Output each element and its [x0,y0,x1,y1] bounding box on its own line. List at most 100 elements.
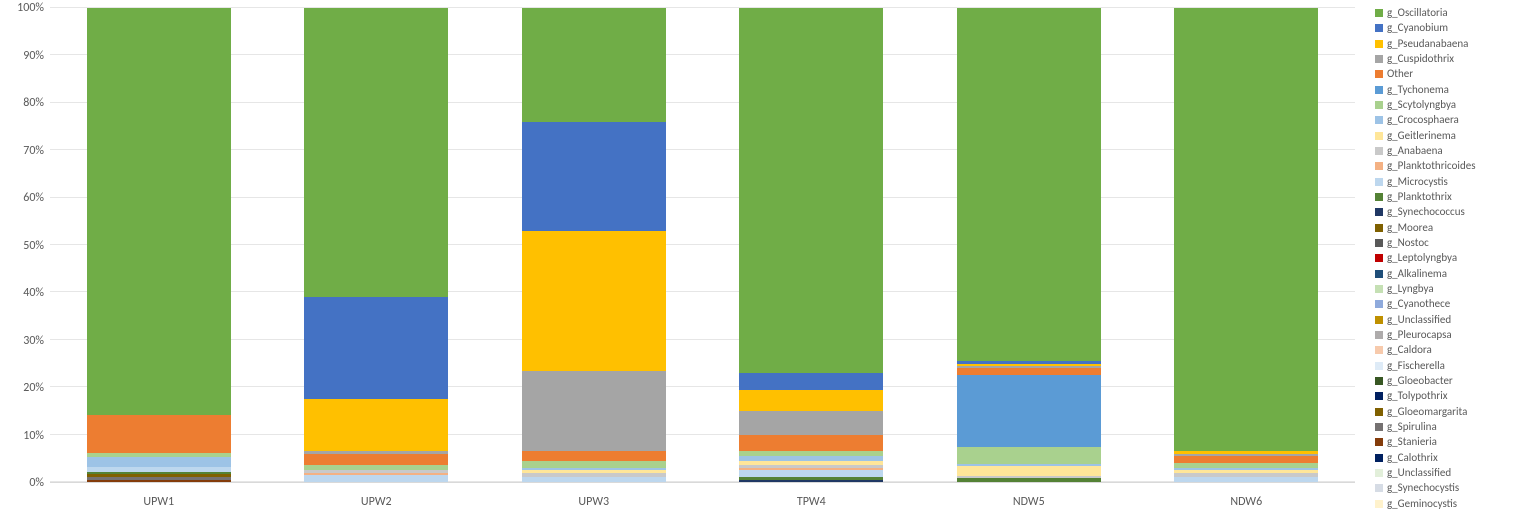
legend-label: g_Tolypothrix [1387,389,1448,403]
segment-Other [87,415,231,453]
legend-item: g_Cuspidothrix [1375,52,1509,66]
legend-swatch [1375,346,1383,354]
segment-g_Scytolyngbya [957,447,1101,464]
legend-swatch [1375,147,1383,155]
y-tick-label: 0% [0,476,44,490]
legend-item: g_Geminocystis [1375,497,1509,511]
legend-swatch [1375,132,1383,140]
legend-item: g_Crocosphaera [1375,113,1509,127]
legend: g_Oscillatoriag_Cyanobiumg_Pseudanabaena… [1367,0,1513,517]
segment-g_Oscillatoria [739,8,883,373]
legend-label: g_Gloeobacter [1387,374,1453,388]
legend-label: g_Planktothricoides [1387,159,1476,173]
segment-g_Oscillatoria [87,8,231,415]
segment-g_Scytolyngbya [522,461,666,468]
legend-swatch [1375,101,1383,109]
segment-g_Microcystis [1174,477,1318,482]
segment-g_Cyanobium [522,122,666,231]
y-tick-label: 50% [0,239,44,253]
legend-label: g_Scytolyngbya [1387,98,1456,112]
legend-label: g_Tychonema [1387,83,1449,97]
legend-label: g_Crocosphaera [1387,113,1459,127]
legend-label: g_Pleurocapsa [1387,328,1452,342]
legend-item: g_Cyanothece [1375,297,1509,311]
plot-area [50,8,1355,483]
legend-swatch [1375,469,1383,477]
segment-g_Oscillatoria [522,8,666,122]
legend-label: g_Planktothrix [1387,190,1452,204]
legend-item: g_Oscillatoria [1375,6,1509,20]
legend-swatch [1375,254,1383,262]
legend-swatch [1375,270,1383,278]
legend-item: g_Spirulina [1375,420,1509,434]
legend-item: Other [1375,67,1509,81]
legend-item: g_Fischerella [1375,359,1509,373]
legend-label: g_Fischerella [1387,359,1445,373]
bar-UPW3 [522,8,666,482]
legend-label: g_Alkalinema [1387,267,1447,281]
legend-label: g_Unclassified [1387,313,1451,327]
bar-UPW2 [304,8,448,482]
legend-item: g_Calothrix [1375,451,1509,465]
segment-g_Microcystis [304,475,448,482]
legend-swatch [1375,162,1383,170]
y-tick-label: 100% [0,1,44,15]
legend-swatch [1375,392,1383,400]
legend-item: g_Anabaena [1375,144,1509,158]
legend-label: g_Caldora [1387,343,1432,357]
legend-swatch [1375,454,1383,462]
legend-item: g_Planktothrix [1375,190,1509,204]
chart-area: 0%10%20%30%40%50%60%70%80%90%100% UPW1UP… [0,0,1367,517]
legend-item: g_Tychonema [1375,83,1509,97]
legend-label: g_Synechococcus [1387,205,1465,219]
legend-swatch [1375,239,1383,247]
legend-swatch [1375,362,1383,370]
stacked-bar-chart: 0%10%20%30%40%50%60%70%80%90%100% UPW1UP… [0,0,1513,517]
bar-slot [703,8,921,482]
legend-label: g_Moorea [1387,221,1433,235]
legend-item: g_Leptolyngbya [1375,251,1509,265]
legend-item: g_Synechocystis [1375,481,1509,495]
legend-swatch [1375,408,1383,416]
legend-item: g_Gloeomargarita [1375,405,1509,419]
y-tick-label: 70% [0,144,44,158]
segment-g_Pseudanabaena [739,390,883,411]
legend-label: g_Oscillatoria [1387,6,1448,20]
bar-slot [268,8,486,482]
legend-swatch [1375,24,1383,32]
legend-item: g_Moorea [1375,221,1509,235]
bar-UPW1 [87,8,231,482]
legend-swatch [1375,193,1383,201]
bar-slot [920,8,1138,482]
legend-item: g_Synechococcus [1375,205,1509,219]
x-label: UPW2 [268,495,486,509]
legend-label: g_Geitlerinema [1387,129,1456,143]
legend-item: g_Pleurocapsa [1375,328,1509,342]
legend-label: g_Geminocystis [1387,497,1457,511]
segment-g_Oscillatoria [957,8,1101,361]
segment-g_Pseudanabaena [304,399,448,451]
legend-item: g_Nostoc [1375,236,1509,250]
bar-NDW5 [957,8,1101,482]
bar-slot [1138,8,1356,482]
segment-Other [1174,456,1318,463]
legend-item: g_Stanieria [1375,435,1509,449]
legend-label: g_Leptolyngbya [1387,251,1457,265]
legend-swatch [1375,40,1383,48]
bar-NDW6 [1174,8,1318,482]
legend-label: g_Calothrix [1387,451,1438,465]
legend-label: g_Cyanobium [1387,21,1448,35]
legend-item: g_Planktothricoides [1375,159,1509,173]
segment-g_Cuspidothrix [739,411,883,435]
segment-Other [957,368,1101,375]
segment-g_Microcystis [522,477,666,482]
legend-label: g_Microcystis [1387,175,1448,189]
legend-swatch [1375,300,1383,308]
segment-g_Oscillatoria [1174,8,1318,451]
bar-TPW4 [739,8,883,482]
x-label: NDW6 [1138,495,1356,509]
segment-g_Oscillatoria [304,8,448,297]
segment-g_Cyanobium [739,373,883,390]
legend-label: g_Lyngbya [1387,282,1434,296]
y-tick-label: 20% [0,381,44,395]
